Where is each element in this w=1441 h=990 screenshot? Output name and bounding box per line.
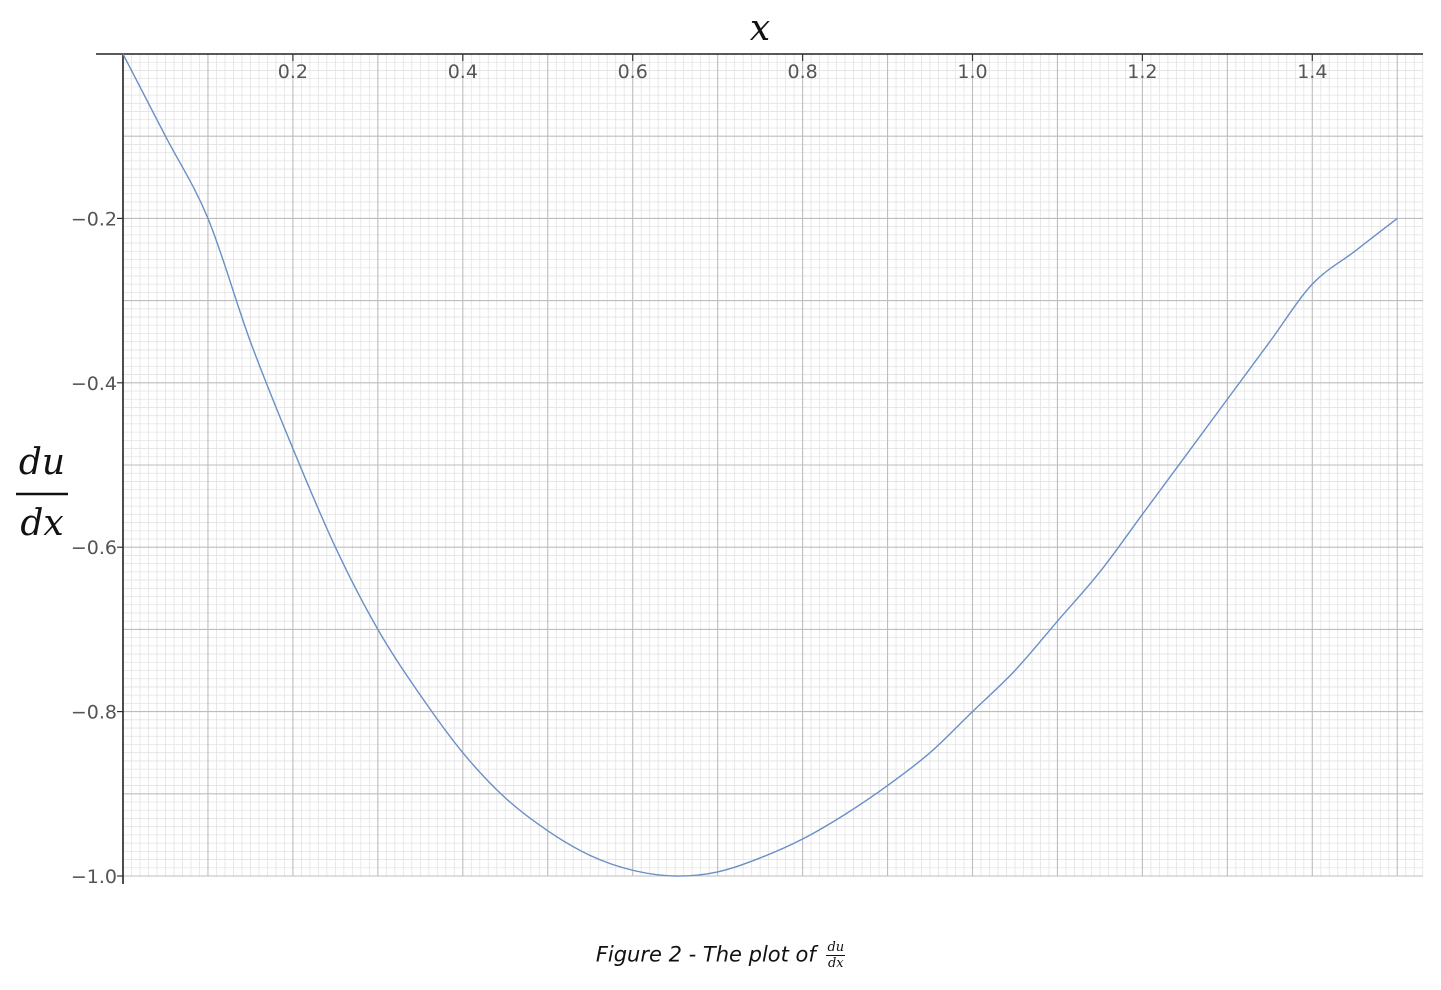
x-tick-label: 1.4 <box>1297 61 1327 83</box>
figure-caption: Figure 2 - The plot of du dx <box>0 940 1441 971</box>
x-axis-ticks: 0.2 0.4 0.6 0.8 1.0 1.2 1.4 <box>278 54 1327 83</box>
x-axis-label: x <box>750 8 770 49</box>
y-axis-label: du dx <box>16 442 68 544</box>
x-tick-label: 0.6 <box>618 61 648 83</box>
major-gridlines <box>123 54 1423 877</box>
y-tick-label: −1.0 <box>71 866 117 888</box>
caption-fraction-numerator: du <box>826 940 846 956</box>
y-tick-label: −0.8 <box>71 702 117 724</box>
x-tick-label: 1.0 <box>957 61 987 83</box>
y-axis-label-numerator: du <box>19 442 65 483</box>
caption-fraction-denominator: dx <box>827 956 844 971</box>
figure-caption-text: Figure 2 - The plot of <box>595 942 816 967</box>
x-tick-label: 0.2 <box>278 61 308 83</box>
y-tick-label: −0.6 <box>71 537 117 559</box>
y-tick-label: −0.4 <box>71 373 117 395</box>
series-line-du-dx <box>122 53 1398 877</box>
axes <box>96 53 1423 884</box>
y-tick-label: −0.2 <box>71 208 117 230</box>
x-tick-label: 0.8 <box>787 61 817 83</box>
x-tick-label: 1.2 <box>1127 61 1157 83</box>
x-tick-label: 0.4 <box>448 61 478 83</box>
y-axis-ticks: −0.2 −0.4 −0.6 −0.8 −1.0 <box>71 208 123 888</box>
y-axis-label-denominator: dx <box>20 503 63 544</box>
figure-caption-fraction: du dx <box>826 940 846 971</box>
